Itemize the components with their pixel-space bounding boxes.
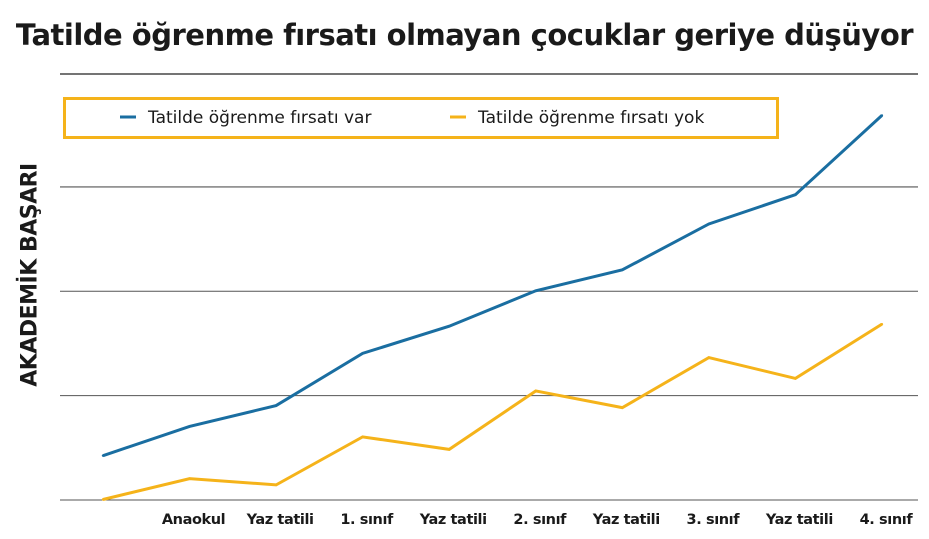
data-point (794, 193, 797, 196)
legend-label-2: Tatilde öğrenme fırsatı yok (477, 108, 704, 128)
data-point (188, 425, 191, 428)
data-point (794, 377, 797, 380)
x-tick-label: 1. sınıf (340, 512, 394, 528)
data-point (188, 477, 191, 480)
data-point (274, 404, 278, 407)
data-point (101, 498, 105, 501)
x-tick-label: 2. sınıf (513, 512, 567, 528)
x-tick-label: Yaz tatili (765, 512, 833, 528)
x-tick-label: Anaokul (162, 512, 225, 528)
chart-title: Tatilde öğrenme fırsatı olmayan çocuklar… (15, 18, 914, 52)
data-point (880, 114, 884, 117)
legend-box (63, 97, 779, 139)
x-tick-label: 3. sınıf (687, 512, 741, 528)
legend: Tatilde öğrenme fırsatı var Tatilde öğren… (63, 97, 779, 139)
legend-label-1: Tatilde öğrenme fırsatı var (147, 108, 371, 128)
data-point (534, 389, 537, 393)
data-point (101, 454, 105, 457)
x-tick-label: 4. sınıf (860, 512, 914, 528)
series-line-1 (102, 114, 883, 458)
data-point (621, 268, 624, 272)
data-point (621, 406, 624, 409)
x-tick-label: Yaz tatili (592, 512, 660, 528)
data-point (361, 435, 364, 439)
data-point (880, 322, 884, 326)
x-tick-label: Yaz tatili (419, 512, 487, 528)
data-point (361, 352, 364, 355)
data-point (448, 325, 451, 328)
data-point (274, 483, 278, 487)
x-tick-label: Yaz tatili (246, 512, 314, 528)
data-point (707, 222, 711, 226)
data-point (707, 356, 711, 359)
series-line-2 (102, 322, 883, 501)
data-point (448, 448, 451, 451)
data-point (534, 289, 537, 292)
